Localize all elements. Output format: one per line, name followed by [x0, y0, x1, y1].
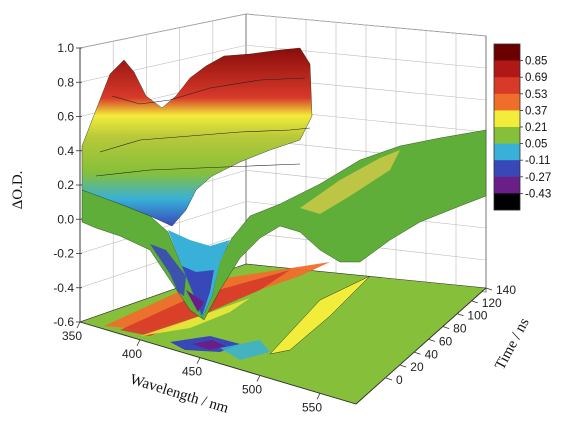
y-tick-label: 40 [425, 347, 439, 361]
x-tick-mark [316, 393, 321, 400]
x-tick-mark [76, 321, 81, 329]
y-tick-label: 20 [410, 360, 424, 374]
colorbar-swatch [494, 44, 520, 61]
colorbar-swatch [494, 193, 520, 211]
z-tick-label: 0.2 [57, 178, 74, 192]
x-tick-label: 550 [302, 400, 322, 414]
colorbar-swatch [494, 60, 520, 78]
colorbar-label: -0.27 [525, 172, 551, 184]
y-tick-mark [485, 287, 493, 291]
x-tick-mark [136, 339, 141, 347]
z-tick-label: 0.0 [57, 212, 74, 226]
colorbar-swatch [494, 127, 520, 144]
z-tick-label: 0.6 [57, 110, 74, 124]
colorbar-label: 0.69 [525, 72, 547, 84]
x-tick-mark [196, 357, 201, 364]
colorbar-label: 0.21 [525, 122, 547, 134]
x-tick-label: 400 [122, 347, 142, 361]
z-tick-label: 0.4 [57, 144, 74, 158]
z-axis-label: ΔO.D. [10, 171, 26, 210]
colorbar-label: 0.53 [525, 89, 547, 101]
z-tick-label: -0.2 [53, 247, 74, 261]
colorbar-swatch [494, 143, 520, 161]
y-tick-mark [385, 377, 393, 381]
z-axis-ticks: 1.0 0.8 0.6 0.4 0.2 0.0 -0.2 -0.4 -0.6 [53, 41, 82, 329]
y-tick-mark [400, 364, 407, 368]
surface [81, 47, 487, 321]
x-tick-label: 450 [182, 365, 202, 379]
y-tick-label: 60 [439, 334, 453, 348]
grid-line [79, 44, 247, 83]
y-tick-label: 120 [482, 296, 502, 310]
x-axis-label: Wavelength / nm [128, 372, 231, 417]
z-tick-label: -0.6 [53, 315, 74, 329]
colorbar-label: 0.05 [525, 139, 547, 151]
y-tick-mark [471, 300, 478, 304]
x-tick-label: 350 [62, 329, 82, 343]
colorbar-swatch [494, 93, 520, 111]
z-tick-label: 1.0 [57, 41, 74, 55]
colorbar-label: 0.85 [525, 56, 547, 68]
grid-line [79, 13, 247, 49]
z-tick-label: 0.8 [57, 75, 74, 89]
colorbar-label: 0.37 [525, 105, 547, 117]
y-tick-mark [457, 313, 464, 317]
colorbar-swatch [494, 160, 520, 178]
y-tick-label: 80 [453, 322, 467, 336]
y-tick-label: 140 [496, 283, 516, 297]
x-tick-label: 500 [242, 382, 262, 396]
y-tick-label: 100 [467, 309, 487, 323]
x-axis-ticks: 350 400 450 500 550 [62, 321, 322, 414]
colorbar-swatch [494, 110, 520, 128]
y-tick-mark [443, 326, 450, 329]
z-tick-label: -0.4 [53, 281, 74, 295]
floor-contour [79, 262, 487, 405]
colorbar-label: -0.11 [525, 155, 550, 167]
colorbar-label: -0.43 [525, 188, 551, 200]
y-tick-mark [428, 339, 435, 342]
y-tick-mark [414, 351, 421, 355]
colorbar-swatch [494, 77, 520, 95]
colorbar: 0.85 0.69 0.53 0.37 0.21 0.05 -0.11 -0.27 -0.43 [493, 43, 551, 211]
y-tick-label: 0 [396, 373, 403, 387]
colorbar-swatch [494, 176, 520, 194]
x-tick-mark [256, 375, 261, 382]
y-axis-label: Time / ns [492, 315, 533, 372]
